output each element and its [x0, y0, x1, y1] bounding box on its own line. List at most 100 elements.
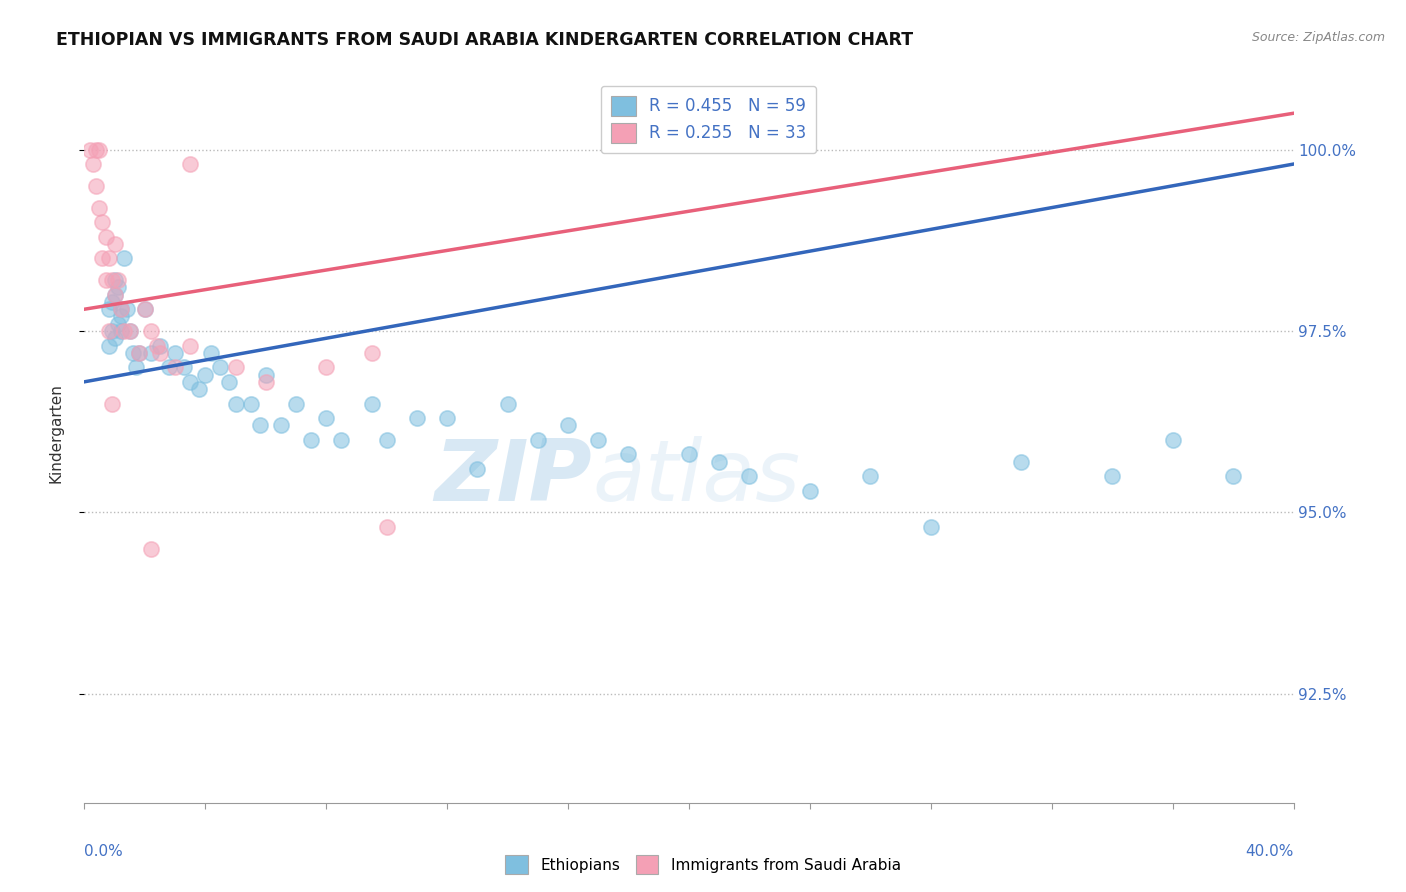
Point [360, 396, 382, 410]
Point [110, 302, 132, 317]
Point [100, 273, 122, 287]
Point [194, 368, 217, 382]
Point [121, 345, 143, 359]
Point [107, 273, 129, 287]
Point [107, 317, 129, 331]
Point [82, 157, 104, 171]
Point [104, 273, 127, 287]
Point [134, 302, 156, 317]
Text: 40.0%: 40.0% [1246, 844, 1294, 858]
Point [89, 201, 111, 215]
Point [104, 331, 127, 345]
Point [285, 396, 308, 410]
Point [165, 345, 187, 359]
Point [110, 302, 132, 317]
Point [86, 178, 108, 193]
Text: ZIP: ZIP [434, 435, 592, 518]
Point [588, 433, 610, 447]
Point [112, 252, 135, 266]
Point [165, 360, 187, 375]
Point [179, 338, 201, 352]
Point [91, 252, 114, 266]
Point [249, 418, 271, 433]
Point [496, 396, 519, 410]
Point [299, 433, 322, 447]
Point [254, 375, 277, 389]
Point [139, 345, 162, 359]
Point [94, 229, 117, 244]
Point [91, 215, 114, 229]
Point [270, 418, 292, 433]
Point [118, 324, 141, 338]
Point [134, 302, 156, 317]
Point [139, 541, 162, 556]
Point [209, 360, 232, 375]
Point [1222, 469, 1244, 483]
Point [173, 360, 195, 375]
Point [128, 345, 150, 359]
Point [115, 302, 138, 317]
Point [110, 324, 132, 338]
Point [97, 302, 120, 317]
Point [200, 345, 222, 359]
Point [179, 157, 201, 171]
Point [86, 143, 108, 157]
Point [859, 469, 882, 483]
Point [617, 447, 640, 461]
Point [315, 360, 337, 375]
Point [239, 396, 262, 410]
Point [97, 338, 120, 352]
Legend: R = 0.455   N = 59, R = 0.255   N = 33: R = 0.455 N = 59, R = 0.255 N = 33 [600, 86, 815, 153]
Point [1161, 433, 1184, 447]
Point [225, 360, 247, 375]
Legend: Ethiopians, Immigrants from Saudi Arabia: Ethiopians, Immigrants from Saudi Arabia [499, 849, 907, 880]
Point [157, 360, 180, 375]
Point [254, 368, 277, 382]
Point [97, 252, 120, 266]
Point [107, 280, 129, 294]
Point [149, 345, 172, 359]
Point [149, 338, 172, 352]
Point [104, 236, 127, 251]
Point [360, 345, 382, 359]
Point [218, 375, 240, 389]
Point [112, 324, 135, 338]
Point [738, 469, 761, 483]
Point [557, 418, 579, 433]
Point [1011, 455, 1033, 469]
Point [125, 360, 148, 375]
Point [225, 396, 247, 410]
Point [179, 375, 201, 389]
Point [104, 287, 127, 301]
Point [118, 324, 141, 338]
Point [315, 411, 337, 425]
Point [799, 483, 821, 498]
Point [436, 411, 458, 425]
Point [104, 287, 127, 301]
Point [94, 273, 117, 287]
Point [920, 520, 942, 534]
Point [375, 520, 398, 534]
Point [139, 324, 162, 338]
Point [100, 295, 122, 310]
Point [467, 462, 489, 476]
Y-axis label: Kindergarten: Kindergarten [49, 383, 63, 483]
Point [678, 447, 700, 461]
Point [146, 338, 169, 352]
Text: Source: ZipAtlas.com: Source: ZipAtlas.com [1251, 31, 1385, 45]
Text: 0.0%: 0.0% [84, 844, 124, 858]
Text: atlas: atlas [592, 435, 800, 518]
Point [406, 411, 429, 425]
Point [89, 143, 111, 157]
Point [128, 345, 150, 359]
Point [100, 396, 122, 410]
Point [110, 310, 132, 324]
Point [97, 324, 120, 338]
Point [527, 433, 550, 447]
Point [1101, 469, 1123, 483]
Point [709, 455, 731, 469]
Point [375, 433, 398, 447]
Point [79, 143, 101, 157]
Point [188, 382, 211, 396]
Point [100, 324, 122, 338]
